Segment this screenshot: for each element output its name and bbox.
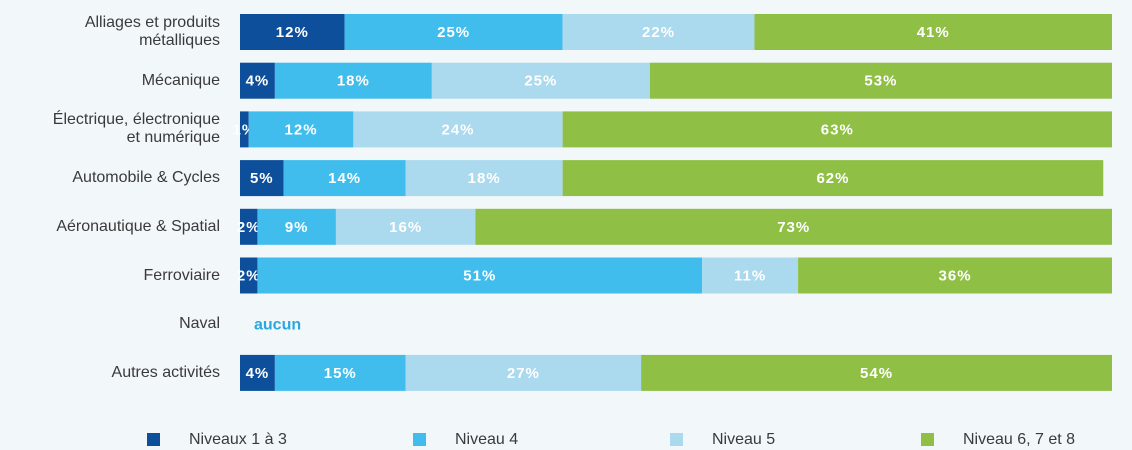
category-label: Électrique, électronique et numérique bbox=[52, 111, 220, 147]
bar-segment bbox=[335, 208, 476, 245]
value-label: 36% bbox=[939, 267, 972, 284]
legend-swatch bbox=[670, 433, 683, 446]
value-label: 15% bbox=[324, 365, 357, 382]
bar-segment bbox=[702, 257, 799, 294]
category-label: Naval bbox=[179, 315, 220, 333]
value-label: 73% bbox=[777, 219, 810, 236]
value-label: 2% bbox=[237, 267, 261, 284]
value-label: 11% bbox=[734, 267, 766, 284]
value-label: 25% bbox=[524, 73, 557, 90]
bar-segment bbox=[754, 14, 1112, 50]
category-label: Autres activités bbox=[111, 363, 220, 381]
bar-segment bbox=[274, 354, 406, 391]
value-label: 27% bbox=[507, 365, 540, 382]
legend-label: Niveaux 1 à 3 bbox=[189, 431, 287, 448]
bar-segment bbox=[240, 111, 249, 148]
value-label: 53% bbox=[864, 73, 897, 90]
value-label: 62% bbox=[816, 170, 849, 187]
bar-segment bbox=[274, 62, 432, 99]
bar-segment bbox=[562, 111, 1112, 148]
annotation: aucun bbox=[254, 316, 301, 333]
value-label: 4% bbox=[246, 73, 270, 90]
category-label: Alliages et produits métalliques bbox=[84, 14, 220, 49]
value-label: 12% bbox=[276, 24, 309, 41]
value-label: 4% bbox=[246, 365, 270, 382]
value-label: 24% bbox=[441, 121, 474, 138]
bar-segment bbox=[240, 257, 258, 294]
bar-segment bbox=[344, 14, 563, 50]
value-label: 18% bbox=[337, 73, 370, 90]
value-label: 25% bbox=[437, 24, 470, 41]
value-label: 54% bbox=[860, 365, 893, 382]
legend-label: Niveau 5 bbox=[712, 431, 775, 448]
category-label: Ferroviaire bbox=[143, 266, 220, 284]
bar-segment bbox=[405, 354, 642, 391]
value-label: 22% bbox=[642, 24, 675, 41]
bar-segment bbox=[431, 62, 650, 99]
bar-segment bbox=[257, 257, 703, 294]
category-label: Mécanique bbox=[141, 71, 220, 89]
bar-segment bbox=[240, 62, 275, 99]
value-label: 2% bbox=[237, 219, 261, 236]
legend-swatch bbox=[921, 433, 934, 446]
bar-segment bbox=[240, 160, 284, 197]
bar-segment bbox=[649, 62, 1112, 99]
value-label: 5% bbox=[250, 170, 274, 187]
bar-segment bbox=[562, 160, 1104, 197]
bar-segment bbox=[248, 111, 354, 148]
value-label: 41% bbox=[917, 24, 950, 41]
value-label: 18% bbox=[468, 170, 501, 187]
value-label: 14% bbox=[328, 170, 361, 187]
bar-segment bbox=[257, 208, 336, 245]
value-label: 51% bbox=[463, 267, 496, 284]
bar-segment bbox=[475, 208, 1112, 245]
bar-segment bbox=[240, 208, 258, 245]
bar-segment bbox=[562, 14, 755, 50]
legend-swatch bbox=[147, 433, 160, 446]
legend-swatch bbox=[413, 433, 426, 446]
legend-label: Niveau 4 bbox=[455, 431, 518, 448]
bar-segment bbox=[240, 354, 275, 391]
category-label: Automobile & Cycles bbox=[72, 169, 220, 187]
bar-segment bbox=[240, 14, 345, 50]
value-label: 12% bbox=[285, 121, 318, 138]
bar-segment bbox=[353, 111, 563, 148]
bar-segment bbox=[798, 257, 1112, 294]
bar-segment bbox=[641, 354, 1112, 391]
bar-segment bbox=[283, 160, 406, 197]
legend-label: Niveau 6, 7 et 8 bbox=[963, 431, 1075, 448]
value-label: 63% bbox=[821, 121, 854, 138]
value-label: 9% bbox=[285, 219, 309, 236]
value-label: 16% bbox=[389, 219, 422, 236]
bar-segment bbox=[405, 160, 563, 197]
category-label: Aéronautique & Spatial bbox=[56, 217, 220, 235]
